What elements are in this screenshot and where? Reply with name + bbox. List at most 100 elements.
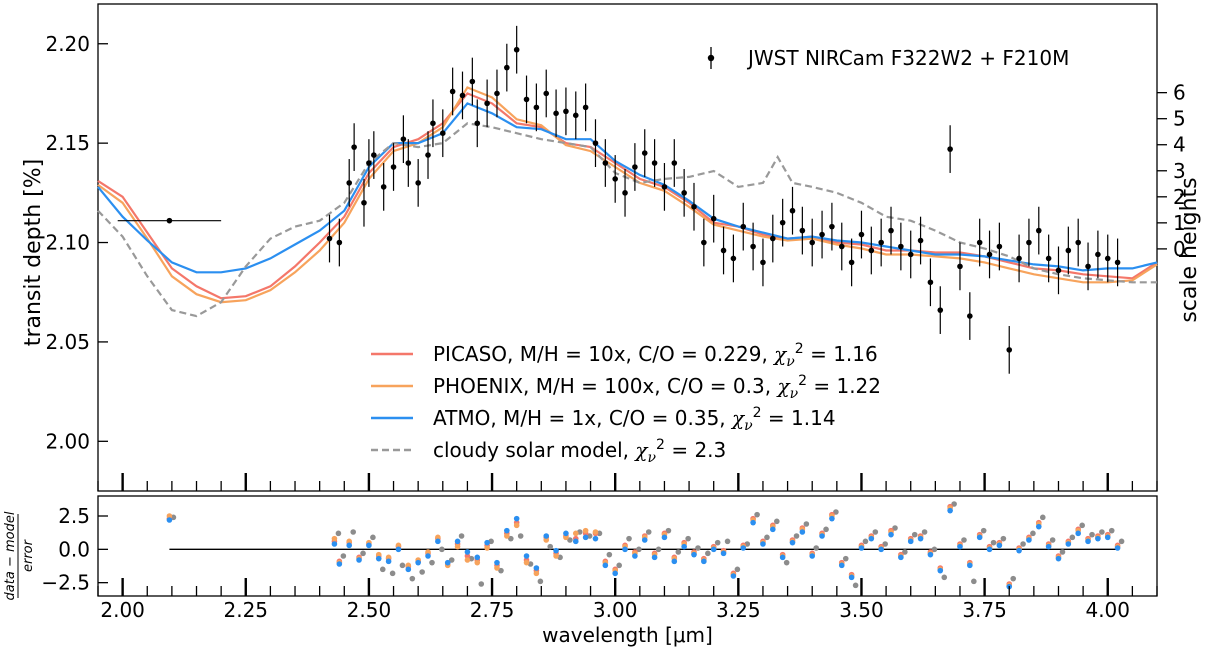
- data-point: [740, 223, 747, 230]
- residual-point-atmo: [809, 553, 816, 559]
- residual-point-phoenix: [464, 557, 471, 563]
- data-point: [720, 247, 727, 254]
- x-tick-label: 3.50: [839, 598, 884, 622]
- residual-point-atmo: [543, 533, 550, 539]
- residual-point-atmo: [976, 534, 983, 541]
- residual-point-atmo: [612, 570, 618, 577]
- residual-point-cloudy-solar: [1099, 529, 1105, 535]
- data-point: [1035, 227, 1042, 234]
- data-point: [701, 239, 707, 246]
- y-tick-label: 2.05: [45, 330, 90, 354]
- residual-plot-frame: [97, 495, 1158, 597]
- residual-point-atmo: [947, 507, 953, 514]
- residual-point-phoenix: [523, 559, 530, 566]
- data-point: [770, 235, 776, 242]
- residual-point-atmo: [937, 567, 944, 574]
- residual-point-cloudy-solar: [941, 574, 948, 581]
- residual-point-phoenix: [494, 565, 500, 571]
- data-point: [622, 190, 628, 196]
- residual-point-phoenix: [582, 527, 589, 534]
- data-point: [681, 190, 687, 196]
- data-point: [582, 104, 589, 111]
- residual-point-phoenix: [435, 534, 441, 541]
- residual-point-atmo: [779, 554, 786, 561]
- residual-point-atmo: [366, 542, 372, 549]
- residual-point-atmo: [356, 557, 362, 563]
- data-point: [779, 219, 786, 226]
- residual-point-atmo: [1065, 541, 1072, 547]
- residual-point-atmo: [166, 517, 173, 523]
- data-point: [760, 259, 766, 266]
- residual-point-atmo: [1095, 535, 1101, 542]
- residual-point-cloudy-solar: [774, 518, 780, 525]
- residual-point-atmo: [858, 545, 865, 551]
- residual-point-cloudy-solar: [517, 533, 524, 539]
- data-point: [469, 78, 476, 85]
- residual-point-cloudy-solar: [419, 569, 425, 575]
- y-tick-label: 2.10: [45, 231, 90, 255]
- data-point: [602, 160, 609, 166]
- residual-point-cloudy-solar: [1118, 538, 1125, 545]
- residual-point-atmo: [957, 543, 963, 550]
- residual-point-atmo: [917, 535, 924, 542]
- data-point: [917, 237, 924, 244]
- data-point: [166, 217, 173, 224]
- residual-point-cloudy-solar: [1030, 530, 1036, 537]
- residual-point-phoenix: [425, 549, 431, 555]
- data-point: [523, 96, 530, 103]
- residual-y-label-denominator: error: [21, 538, 36, 572]
- residual-point-atmo: [395, 546, 402, 553]
- data-point: [967, 313, 973, 319]
- residual-point-cloudy-solar: [971, 578, 977, 585]
- residual-point-cloudy-solar: [645, 529, 652, 535]
- right-y-axis-label: scale heights: [1177, 177, 1202, 322]
- residual-point-atmo: [701, 558, 707, 565]
- residual-point-cloudy-solar: [872, 529, 879, 535]
- x-tick-label: 3.00: [593, 598, 638, 622]
- data-point: [986, 251, 993, 258]
- left-y-ticks: 2.00 2.05 2.10 2.15 2.20: [45, 32, 108, 453]
- data-point: [484, 100, 490, 107]
- residual-point-cloudy-solar: [813, 545, 820, 551]
- residual-point-atmo: [868, 535, 875, 542]
- data-point: [439, 130, 446, 137]
- data-point: [459, 92, 466, 99]
- residual-point-cloudy-solar: [1020, 541, 1026, 547]
- residual-point-atmo: [375, 555, 382, 562]
- y-tick-label: 2.20: [45, 32, 90, 56]
- data-point: [1065, 247, 1072, 254]
- x-tick-label: 2.25: [224, 598, 269, 622]
- data-point: [572, 112, 579, 119]
- residual-point-atmo: [641, 537, 648, 543]
- residual-point-phoenix: [166, 513, 173, 519]
- residual-point-cloudy-solar: [360, 550, 366, 557]
- residual-point-atmo: [898, 554, 904, 561]
- y-tick-label: 2.00: [45, 429, 90, 453]
- residual-point-cloudy-solar: [478, 581, 485, 587]
- data-point: [400, 136, 407, 142]
- residual-point-atmo: [435, 538, 441, 545]
- residual-point-atmo: [523, 553, 530, 559]
- data-point: [513, 46, 520, 53]
- residual-y-label: data − model error: [3, 511, 36, 600]
- residual-y-ticks: −2.5 0.0 2.5: [41, 504, 108, 595]
- residual-point-cloudy-solar: [892, 525, 898, 531]
- data-point: [1006, 347, 1013, 353]
- legend-entry-label: PHOENIX, M/H = 100x, C/O = 0.3, χν2 = 1.…: [433, 373, 881, 402]
- data-legend-marker: [707, 54, 715, 62]
- residual-point-cloudy-solar: [429, 559, 435, 566]
- residual-point-cloudy-solar: [1010, 575, 1017, 582]
- residual-point-atmo: [1035, 523, 1042, 530]
- x-tick-label: 3.75: [962, 598, 1007, 622]
- residual-point-cloudy-solar: [862, 538, 869, 545]
- residual-point-cloudy-solar: [1059, 549, 1066, 555]
- residual-point-cloudy-solar: [547, 543, 554, 550]
- data-point: [927, 279, 934, 286]
- residual-point-atmo: [346, 542, 353, 549]
- x-tick-label: 2.75: [470, 598, 515, 622]
- residual-point-cloudy-solar: [961, 537, 967, 543]
- model-spectra: [97, 86, 1158, 318]
- data-point: [449, 88, 456, 95]
- residual-point-atmo: [1104, 534, 1111, 541]
- residual-point-atmo: [425, 553, 431, 559]
